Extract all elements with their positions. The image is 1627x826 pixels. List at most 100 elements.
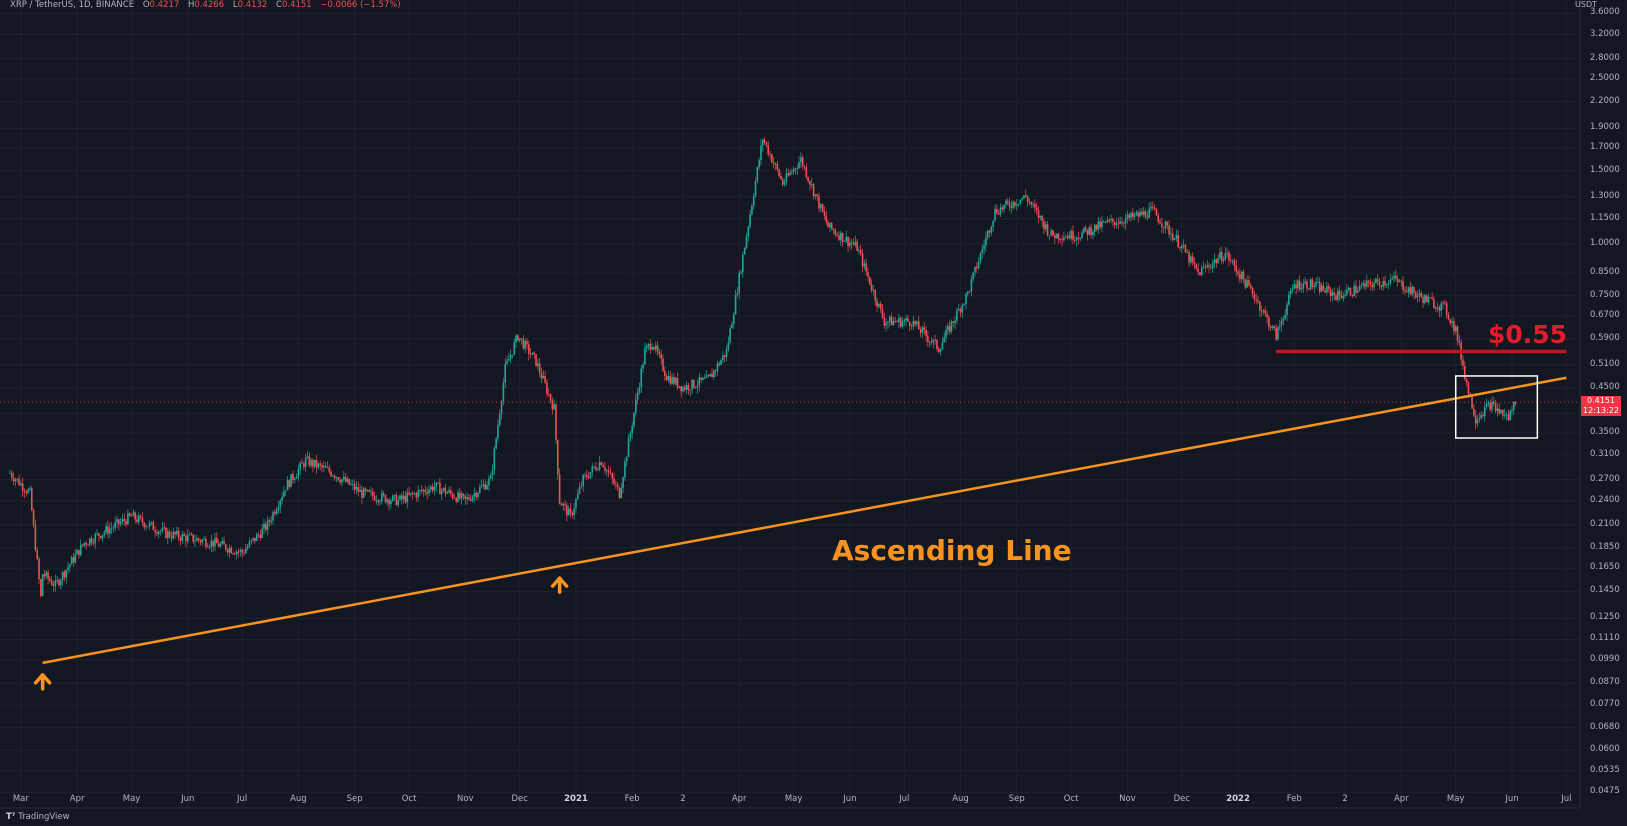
candle-body <box>1269 327 1272 328</box>
candle-body <box>489 475 492 479</box>
candle-body <box>361 489 363 498</box>
candle-body <box>605 470 608 472</box>
candle-body <box>1012 201 1014 208</box>
candle-body <box>876 300 878 307</box>
candle-body <box>1211 263 1214 268</box>
candle-body <box>1003 205 1005 210</box>
candle-body <box>651 346 653 350</box>
candle-body <box>925 329 927 337</box>
candle-body <box>1454 326 1457 332</box>
candle-body <box>854 241 857 245</box>
candle-body <box>1298 280 1301 290</box>
candle-body <box>1291 288 1294 291</box>
candle-body <box>219 543 222 547</box>
candle-body <box>1278 325 1281 327</box>
candle-body <box>865 263 867 272</box>
candle-body <box>315 459 318 468</box>
candle-body <box>553 404 555 410</box>
candle-body <box>1015 204 1018 206</box>
candle-body <box>352 483 354 485</box>
candle-body <box>235 551 238 555</box>
candle-body <box>633 412 635 427</box>
candle-body <box>834 230 837 235</box>
price-tick-label: 0.8500 <box>1590 267 1620 278</box>
candle-body <box>930 341 933 343</box>
candle-body <box>916 321 918 325</box>
price-tick-label: 0.1250 <box>1590 612 1620 623</box>
candle-body <box>673 376 675 384</box>
candle-body <box>644 348 646 365</box>
candle-body <box>705 375 708 378</box>
symbol-legend[interactable]: XRP / TetherUS, 1D, BINANCE O0.4217 H0.4… <box>10 0 401 14</box>
candle-body <box>1249 285 1252 288</box>
candle-body <box>533 352 536 355</box>
candle-body <box>810 184 813 185</box>
candle-body <box>464 495 467 499</box>
candle-body <box>948 325 951 332</box>
candle-body <box>87 544 89 546</box>
candle-body <box>1409 287 1412 295</box>
candle-body <box>645 345 648 349</box>
candle-body <box>1402 281 1404 290</box>
candle-body <box>435 482 438 487</box>
candle-body <box>972 272 975 280</box>
candle-body <box>237 551 240 553</box>
candle-body <box>959 309 962 313</box>
candle-body <box>885 323 887 326</box>
candle-body <box>1173 238 1176 241</box>
price-tick-label: 0.3100 <box>1590 448 1620 459</box>
candle-body <box>936 339 938 350</box>
candle-body <box>1429 297 1432 299</box>
candle-body <box>268 520 271 522</box>
candle-body <box>576 493 579 500</box>
candle-body <box>783 182 786 185</box>
candle-body <box>116 519 118 523</box>
candle-body <box>12 477 15 482</box>
candle-body <box>631 426 633 434</box>
candle-body <box>1001 207 1004 210</box>
time-tick-label: Oct <box>1063 794 1079 804</box>
candle-body <box>927 336 929 342</box>
candle-body <box>1248 280 1250 286</box>
candle-body <box>1436 307 1439 309</box>
price-tick-label: 2.5000 <box>1590 72 1620 83</box>
candle-body <box>1500 409 1502 414</box>
candle-body <box>504 363 507 383</box>
candle-body <box>283 491 285 497</box>
candle-body <box>275 510 278 514</box>
candle-body <box>829 222 831 228</box>
candle-body <box>689 389 692 391</box>
candle-body <box>1449 319 1452 323</box>
candle-body <box>61 572 64 581</box>
candle-body <box>390 500 392 505</box>
candle-body <box>1043 220 1045 229</box>
candle-body <box>313 459 316 467</box>
candle-body <box>1199 271 1201 276</box>
candle-body <box>1498 408 1501 414</box>
candle-body <box>342 476 345 480</box>
tradingview-watermark: T⁷ TradingView <box>6 812 70 822</box>
candle-body <box>431 486 434 491</box>
candle-body <box>660 354 663 359</box>
candle-body <box>79 544 82 556</box>
candle-body <box>928 341 931 343</box>
candle-body <box>1324 290 1326 293</box>
candle-body <box>917 321 920 330</box>
candle-body <box>1137 212 1140 217</box>
price-tick-label: 1.9000 <box>1590 122 1620 133</box>
price-tick-label: 1.5000 <box>1590 164 1620 175</box>
candle-body <box>96 533 98 535</box>
candle-body <box>791 171 793 173</box>
candle-body <box>328 467 331 472</box>
candle-body <box>401 495 403 500</box>
candle-body <box>671 376 673 384</box>
candle-body <box>1126 214 1129 219</box>
candle-body <box>1106 219 1109 223</box>
candle-body <box>457 492 459 502</box>
candle-body <box>1344 294 1346 297</box>
candle-body <box>607 470 610 473</box>
candle-body <box>1019 199 1022 204</box>
candle-body <box>1342 296 1345 299</box>
candle-body <box>1008 202 1011 207</box>
